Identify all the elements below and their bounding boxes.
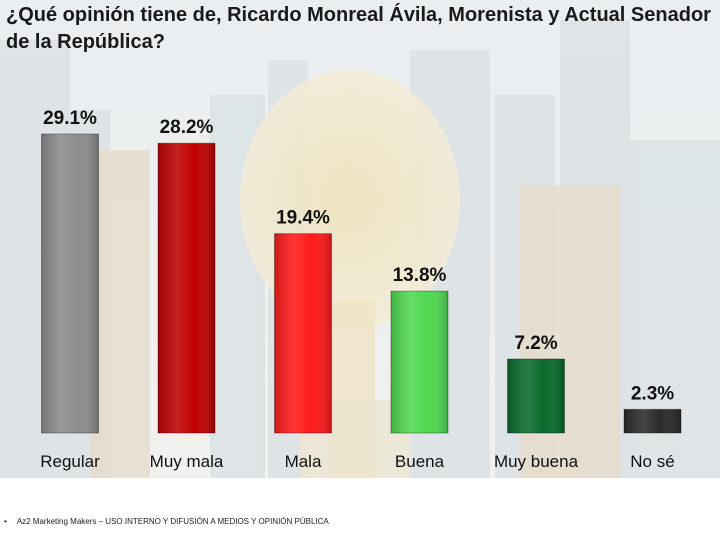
footer: • Az2 Marketing Makers – USO INTERNO Y D… [4, 517, 329, 526]
bar-shading [507, 359, 565, 433]
chart-title: ¿Qué opinión tiene de, Ricardo Monreal Á… [6, 4, 711, 53]
bar-group: 19.4% Mala [274, 208, 332, 471]
category-label: Muy buena [494, 452, 579, 471]
footer-text: Az2 Marketing Makers – USO INTERNO Y DIF… [16, 517, 329, 526]
bar-shading [41, 134, 99, 433]
bar-value-label: 19.4% [276, 208, 330, 229]
bar-value-label: 29.1% [43, 108, 97, 129]
bar-shading [274, 233, 332, 433]
bar-shading [391, 291, 448, 433]
category-label: No sé [630, 452, 674, 471]
bar-value-label: 7.2% [514, 333, 557, 354]
category-label: Buena [395, 452, 445, 471]
bar-value-label: 2.3% [631, 383, 674, 404]
bar-chart: 29.1% Regular 28.2% Muy mala 19.4% Mala 13.8% B… [40, 108, 682, 471]
category-label: Muy mala [150, 452, 224, 471]
footer-bullet: • [4, 517, 7, 526]
bar-group: 28.2% Muy mala [150, 117, 224, 471]
bar-group: 13.8% Buena [390, 265, 449, 471]
bar-value-label: 13.8% [393, 265, 447, 286]
category-label: Regular [40, 452, 100, 471]
bar-shading [158, 143, 215, 433]
bar-group: 29.1% Regular [40, 108, 100, 471]
bars-layer: 29.1% Regular 28.2% Muy mala 19.4% Mala 13.8% B… [40, 108, 682, 471]
bar-group: 2.3% No sé [623, 383, 682, 471]
category-label: Mala [285, 452, 322, 471]
bar-group: 7.2% Muy buena [494, 333, 579, 471]
bar-shading [624, 409, 681, 433]
bar-value-label: 28.2% [160, 117, 214, 138]
